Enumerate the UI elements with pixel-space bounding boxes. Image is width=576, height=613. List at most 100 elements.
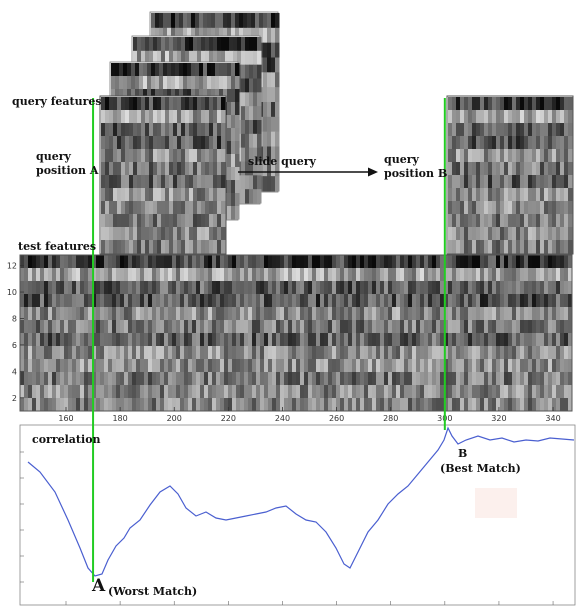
query-frame-a-cell <box>125 188 130 202</box>
test-feature-cell <box>528 320 533 334</box>
test-feature-cell <box>324 346 329 360</box>
query-frame-back-cell <box>253 78 258 93</box>
query-frame-b-cell <box>464 123 469 137</box>
query-frame-b-cell <box>540 188 545 202</box>
query-frame-a-cell <box>177 136 182 150</box>
query-frame-b-cell <box>452 175 457 189</box>
query-frame-a-cell <box>133 214 138 228</box>
test-feature-cell <box>252 294 257 308</box>
test-feature-cell <box>248 294 253 308</box>
test-feature-cell <box>336 333 341 347</box>
test-feature-cell <box>148 255 153 269</box>
test-feature-cell <box>336 359 341 373</box>
test-feature-cell <box>500 294 505 308</box>
test-feature-cell <box>304 359 309 373</box>
test-feature-cell <box>432 281 437 295</box>
test-feature-cell <box>148 346 153 360</box>
test-feature-cell <box>64 307 69 321</box>
test-feature-cell <box>320 307 325 321</box>
test-feature-cell <box>496 372 501 386</box>
query-frame-b-cell <box>540 149 545 163</box>
query-frame-back-cell <box>191 63 196 77</box>
test-feature-cell <box>552 385 557 399</box>
test-feature-cell <box>372 281 377 295</box>
test-feature-cell <box>276 294 281 308</box>
test-feature-cell <box>484 320 489 334</box>
test-feature-cell <box>228 385 233 399</box>
test-feature-cell <box>40 346 45 360</box>
test-feature-cell <box>36 307 41 321</box>
query-frame-back-cell <box>153 37 158 52</box>
test-feature-cell <box>104 333 109 347</box>
test-feature-cell <box>104 385 109 399</box>
query-frame-back-cell <box>171 13 176 29</box>
test-feature-cell <box>28 346 33 360</box>
test-feature-cell <box>240 281 245 295</box>
test-feature-cell <box>100 333 105 347</box>
query-frame-a-cell <box>221 175 226 189</box>
query-frame-back-cell <box>271 161 276 177</box>
test-feature-cell <box>336 307 341 321</box>
test-feature-cell <box>124 294 129 308</box>
test-feature-cell <box>152 307 157 321</box>
test-feature-cell <box>136 346 141 360</box>
test-feature-cell <box>336 281 341 295</box>
test-feature-cell <box>320 294 325 308</box>
test-feature-cell <box>536 372 541 386</box>
query-frame-back-cell <box>263 57 268 73</box>
test-feature-cell <box>488 372 493 386</box>
test-feature-cell <box>80 281 85 295</box>
test-feature-cell <box>172 255 177 269</box>
test-feature-cell <box>200 372 205 386</box>
query-frame-back-cell <box>241 106 246 121</box>
test-feature-cell <box>528 294 533 308</box>
test-feature-cell <box>556 281 561 295</box>
test-feature-cell <box>108 255 113 269</box>
test-feature-cell <box>520 333 525 347</box>
test-feature-cell <box>472 268 477 282</box>
test-feature-cell <box>44 398 49 411</box>
test-feature-cell <box>116 333 121 347</box>
query-frame-b-cell <box>516 136 521 150</box>
test-feature-cell <box>544 372 549 386</box>
test-feature-cell <box>336 268 341 282</box>
query-frame-b-cell <box>520 149 525 163</box>
test-feature-cell <box>268 372 273 386</box>
test-feature-cell <box>536 294 541 308</box>
test-feature-cell <box>300 398 305 411</box>
query-frame-a-cell <box>153 97 158 111</box>
test-feature-cell <box>372 372 377 386</box>
query-frame-back-cell <box>271 131 276 147</box>
query-frame-back-cell <box>275 176 280 192</box>
test-feature-cell <box>428 268 433 282</box>
test-feature-cell <box>116 307 121 321</box>
test-feature-cell <box>112 398 117 411</box>
test-feature-cell <box>280 281 285 295</box>
test-feature-cell <box>520 281 525 295</box>
test-feature-cell <box>452 307 457 321</box>
test-feature-cell <box>56 372 61 386</box>
test-feature-cell <box>32 294 37 308</box>
test-feature-cell <box>116 346 121 360</box>
query-frame-back-cell <box>267 13 272 29</box>
test-feature-cell <box>300 320 305 334</box>
test-feature-cell <box>480 398 485 411</box>
query-frame-back-cell <box>271 13 276 29</box>
query-frame-back-cell <box>181 37 186 52</box>
query-frame-back-cell <box>127 63 132 77</box>
test-feature-cell <box>184 333 189 347</box>
query-frame-b-cell <box>448 97 453 111</box>
query-frame-back-cell <box>245 78 250 93</box>
test-feature-cell <box>260 294 265 308</box>
test-feature-cell <box>328 359 333 373</box>
test-feature-cell <box>348 281 353 295</box>
test-feature-cell <box>428 333 433 347</box>
query-frame-back-cell <box>257 161 262 176</box>
test-feature-cell <box>96 398 101 411</box>
test-feature-cell <box>280 320 285 334</box>
test-feature-cell <box>432 333 437 347</box>
test-feature-cell <box>548 281 553 295</box>
test-feature-cell <box>256 294 261 308</box>
query-frame-b-cell <box>560 123 565 137</box>
test-feature-cell <box>284 359 289 373</box>
